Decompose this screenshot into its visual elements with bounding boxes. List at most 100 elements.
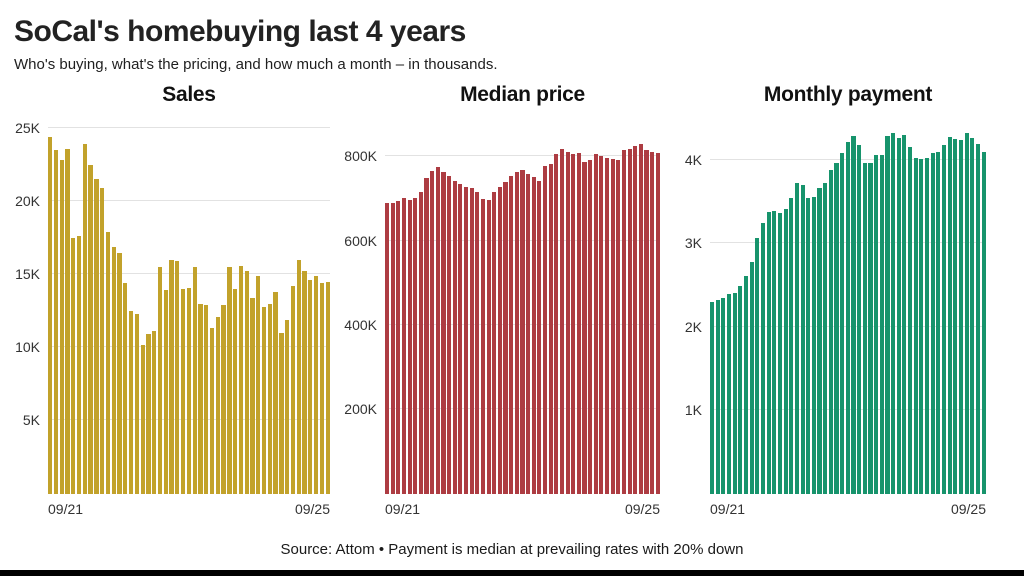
y-tick-label: 4K — [684, 152, 702, 169]
bar — [743, 275, 749, 494]
bar-group — [48, 123, 330, 494]
bar — [520, 169, 525, 494]
bar — [981, 151, 986, 494]
bar — [902, 135, 907, 494]
bar — [180, 289, 186, 494]
bar — [279, 332, 284, 494]
page-title: SoCal's homebuying last 4 years — [14, 15, 466, 48]
bar — [582, 161, 587, 494]
bar — [475, 191, 480, 494]
bar — [526, 173, 531, 494]
page-subtitle: Who's buying, what's the pricing, and ho… — [14, 55, 498, 73]
bar — [469, 188, 474, 494]
bar — [749, 261, 754, 494]
bar — [537, 180, 542, 494]
bar — [913, 158, 918, 494]
charts-row: Sales 25K 20K 15K 10K 5K 09/21 09/25 Median … — [0, 83, 1024, 517]
bar — [319, 283, 324, 494]
bar — [458, 183, 463, 494]
bar — [760, 222, 766, 494]
bar — [313, 275, 319, 494]
bar — [514, 171, 519, 494]
bar — [604, 157, 610, 494]
bar — [76, 236, 82, 494]
x-axis-end-label: 09/25 — [294, 500, 330, 517]
bar — [209, 328, 215, 494]
bar — [924, 158, 930, 494]
bar — [874, 155, 879, 494]
x-axis-end-label: 09/25 — [624, 500, 660, 517]
bar — [221, 305, 226, 494]
bar — [571, 153, 576, 494]
median-price-x-axis: 09/21 09/25 — [385, 501, 660, 517]
gridline — [48, 273, 330, 275]
bar — [480, 199, 486, 494]
bar — [817, 188, 822, 494]
bar — [175, 261, 180, 494]
bar — [215, 316, 220, 494]
bar — [970, 137, 975, 494]
header: SoCal's homebuying last 4 years Who's bu… — [0, 0, 1024, 73]
y-tick-label: 25K — [15, 120, 40, 137]
bar — [238, 265, 244, 494]
bar — [588, 160, 593, 494]
y-tick-label: 15K — [15, 266, 40, 283]
bar — [857, 145, 862, 494]
bar — [296, 259, 301, 494]
bar — [621, 150, 627, 494]
bar — [840, 152, 845, 494]
bar — [828, 170, 833, 494]
bar — [789, 198, 794, 494]
bar — [964, 132, 969, 494]
bar — [152, 331, 157, 494]
bar — [163, 290, 168, 494]
bar — [267, 303, 272, 494]
bar — [390, 203, 395, 494]
bar — [868, 163, 873, 494]
bar — [250, 297, 255, 494]
bar — [447, 176, 452, 494]
bar — [650, 152, 655, 494]
bar-group — [710, 123, 986, 494]
monthly-payment-chart-title: Monthly payment — [763, 82, 933, 106]
x-axis-start-label: 09/21 — [710, 500, 746, 517]
bar — [100, 188, 105, 494]
bar-group — [385, 123, 660, 494]
bar — [627, 148, 632, 494]
bar — [204, 305, 209, 494]
bar — [452, 180, 457, 494]
bar — [325, 281, 330, 494]
bar — [851, 135, 856, 494]
y-tick-label: 1K — [684, 402, 702, 419]
bar — [157, 267, 163, 494]
bar — [930, 153, 935, 494]
bar — [302, 271, 307, 494]
bar — [919, 159, 924, 494]
bar — [233, 289, 238, 494]
bar — [256, 275, 261, 494]
bar — [710, 301, 715, 494]
bar — [503, 181, 508, 494]
bar — [186, 287, 192, 494]
y-tick-label: 20K — [15, 193, 40, 210]
bar — [891, 133, 896, 494]
bar — [593, 153, 598, 494]
y-tick-label: 10K — [15, 339, 40, 356]
bar — [192, 267, 197, 494]
bar — [169, 259, 174, 494]
bar — [726, 294, 732, 494]
sales-x-axis: 09/21 09/25 — [48, 501, 330, 517]
monthly-payment-plot-area: 4K 3K 2K 1K — [685, 123, 986, 494]
x-axis-start-label: 09/21 — [385, 500, 421, 517]
bar — [401, 198, 407, 494]
bar — [548, 164, 553, 494]
bar — [430, 170, 435, 494]
bar — [755, 238, 760, 494]
sales-chart: Sales 25K 20K 15K 10K 5K 09/21 09/25 — [0, 83, 340, 517]
median-price-plot-area: 800K 600K 400K 200K — [344, 123, 660, 494]
bar — [407, 200, 412, 494]
monthly-payment-chart: Monthly payment 4K 3K 2K 1K 09/21 09/25 — [680, 83, 1024, 517]
bar — [610, 158, 615, 494]
bar — [806, 197, 811, 494]
sales-chart-title: Sales — [162, 82, 216, 106]
